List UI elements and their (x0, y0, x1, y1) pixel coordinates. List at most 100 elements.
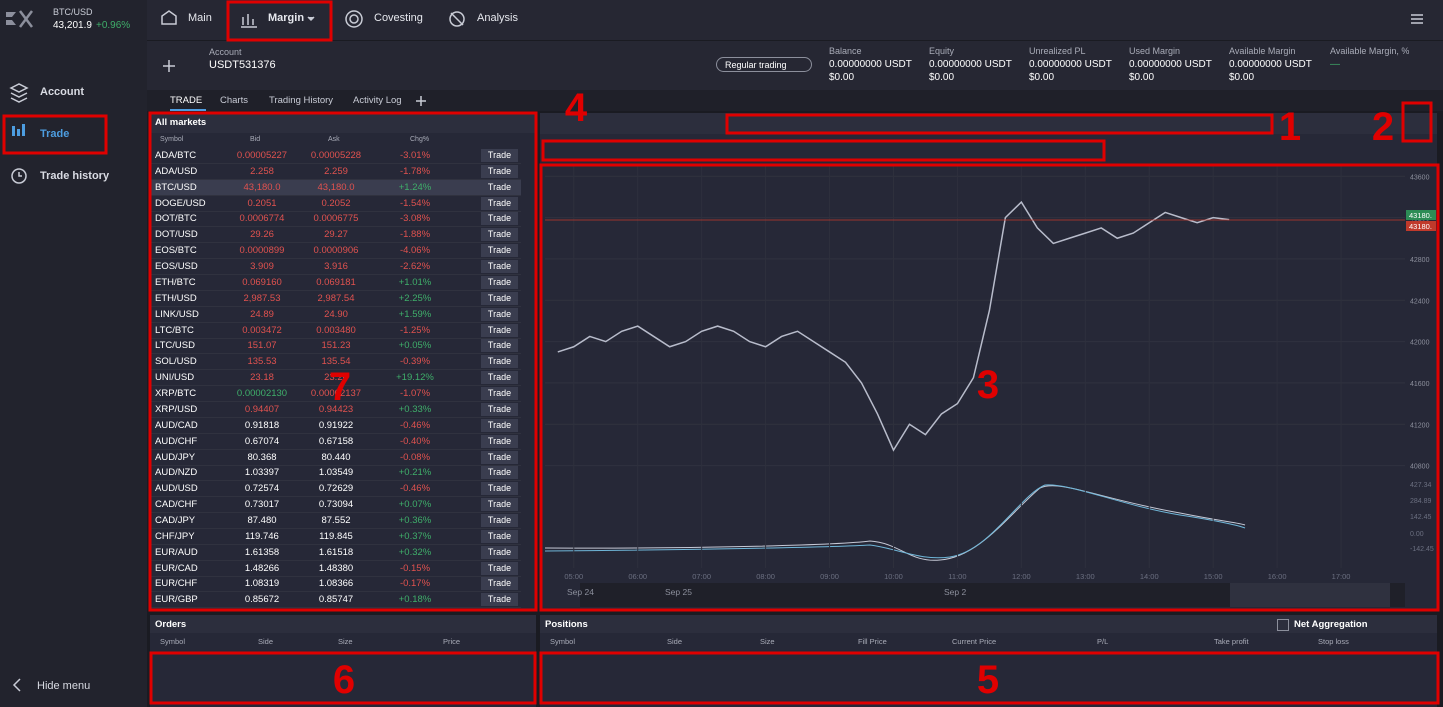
trade-button[interactable]: Trade (481, 434, 518, 448)
market-change: +0.32% (398, 546, 432, 558)
trade-button[interactable]: Trade (481, 180, 518, 194)
x-tick-label: 07:00 (692, 572, 711, 581)
stat-label: Used Margin (1129, 46, 1181, 56)
account-label: Account (209, 47, 242, 57)
market-change: +1.59% (398, 308, 432, 320)
trade-button[interactable]: Trade (481, 561, 518, 575)
market-ask: 1.03549 (318, 467, 354, 479)
trade-button[interactable]: Trade (481, 149, 518, 162)
stat-value: 0.00000000 USDT (1229, 59, 1312, 70)
market-symbol: XRP/BTC (155, 388, 197, 400)
market-bid: 151.07 (247, 340, 277, 352)
y-tick-label: 41600 (1410, 381, 1430, 388)
stat-value: 0.00000000 USDT (829, 59, 912, 70)
trade-button[interactable]: Trade (481, 228, 518, 242)
nav-item[interactable]: Account (40, 86, 84, 98)
top-bar (147, 0, 1443, 40)
navigator-date: Sep 24 (567, 587, 594, 597)
trade-button[interactable]: Trade (481, 593, 518, 607)
market-ask: 151.23 (321, 340, 351, 352)
x-tick-label: 16:00 (1268, 572, 1287, 581)
trade-button[interactable]: Trade (481, 275, 518, 289)
trade-button[interactable]: Trade (481, 196, 518, 210)
trade-button[interactable]: Trade (481, 498, 518, 512)
column-header: P/L (1097, 637, 1109, 646)
top-nav-item[interactable]: Analysis (477, 12, 518, 24)
market-bid: 1.03397 (244, 467, 280, 479)
market-symbol: LINK/USD (155, 308, 199, 320)
market-change: +0.05% (398, 340, 432, 352)
markets-filter[interactable]: All markets (155, 117, 207, 128)
indicator-tick: 284.89 (1410, 498, 1432, 505)
trade-button[interactable]: Trade (481, 212, 518, 226)
market-symbol: AUD/JPY (155, 451, 196, 463)
market-bid: 0.85672 (244, 594, 280, 606)
trade-button[interactable]: Trade (481, 307, 518, 321)
market-change: -1.88% (399, 229, 431, 241)
trade-button[interactable]: Trade (481, 291, 518, 305)
tab[interactable]: TRADE (170, 95, 207, 111)
stat-usd: $0.00 (829, 72, 855, 83)
y-tick-label: 42000 (1410, 340, 1430, 347)
column-header: Symbol (160, 637, 186, 646)
trade-button[interactable]: Trade (481, 482, 518, 496)
top-nav-item[interactable]: Main (188, 12, 212, 24)
tab[interactable]: Charts (220, 95, 248, 106)
trade-button[interactable]: Trade (481, 339, 518, 353)
trade-button[interactable]: Trade (481, 418, 518, 432)
column-header: Size (760, 637, 775, 646)
market-ask: 0.73094 (318, 499, 354, 511)
checkbox[interactable] (1277, 619, 1289, 631)
ticker-change: +0.96% (96, 20, 131, 31)
mode-select[interactable]: Regular trading (716, 57, 812, 72)
stat-value: 0.00000000 USDT (929, 59, 1012, 70)
market-change: +1.24% (398, 181, 432, 193)
market-change: -2.62% (399, 261, 431, 273)
hide-menu[interactable]: Hide menu (37, 680, 91, 692)
market-bid: 0.2051 (247, 197, 277, 209)
trade-button[interactable]: Trade (481, 529, 518, 543)
markets-header (150, 113, 536, 133)
trade-button[interactable]: Trade (481, 402, 518, 416)
net-aggregation[interactable]: Net Aggregation (1294, 619, 1368, 630)
price-tag: 43180. (1409, 211, 1432, 220)
tab[interactable]: Trading History (269, 95, 334, 106)
trade-button[interactable]: Trade (481, 164, 518, 178)
trade-button[interactable]: Trade (481, 244, 518, 258)
trade-button[interactable]: Trade (481, 371, 518, 385)
x-tick-label: 11:00 (948, 572, 966, 581)
stat-usd: $0.00 (1129, 72, 1155, 83)
market-change: +1.01% (398, 276, 432, 288)
trade-button[interactable]: Trade (481, 387, 518, 401)
top-nav-item[interactable]: Covesting (374, 12, 423, 24)
column-header: Size (338, 637, 353, 646)
market-symbol: CAD/CHF (155, 499, 198, 511)
tab[interactable]: Activity Log (353, 95, 402, 106)
market-ask: 43,180.0 (317, 181, 355, 193)
market-ask: 135.54 (321, 356, 351, 368)
nav-item[interactable]: Trade (40, 128, 70, 140)
trade-button[interactable]: Trade (481, 545, 518, 559)
market-change: +0.36% (398, 515, 432, 526)
trade-button[interactable]: Trade (481, 577, 518, 591)
market-bid: 80.368 (247, 451, 277, 463)
column-header: Side (258, 637, 274, 646)
trade-button[interactable]: Trade (481, 355, 518, 369)
market-change: -0.39% (399, 356, 431, 368)
top-nav-item[interactable]: Margin (268, 12, 305, 24)
market-change: +0.07% (398, 499, 432, 511)
market-symbol: AUD/USD (155, 483, 198, 495)
trade-button[interactable]: Trade (481, 450, 518, 464)
trade-button[interactable]: Trade (481, 260, 518, 274)
trade-button[interactable]: Trade (481, 466, 518, 480)
column-header: Chg% (410, 136, 430, 143)
market-change: -0.40% (399, 435, 431, 447)
market-symbol: LTC/USD (155, 340, 195, 352)
trade-button[interactable]: Trade (481, 514, 518, 527)
indicator-tick: 142.45 (1410, 514, 1432, 521)
nav-item[interactable]: Trade history (40, 170, 110, 182)
market-bid: 2.258 (250, 165, 274, 177)
market-bid: 0.00005227 (236, 150, 288, 161)
trade-button[interactable]: Trade (481, 323, 518, 337)
market-change: -3.08% (399, 213, 431, 225)
